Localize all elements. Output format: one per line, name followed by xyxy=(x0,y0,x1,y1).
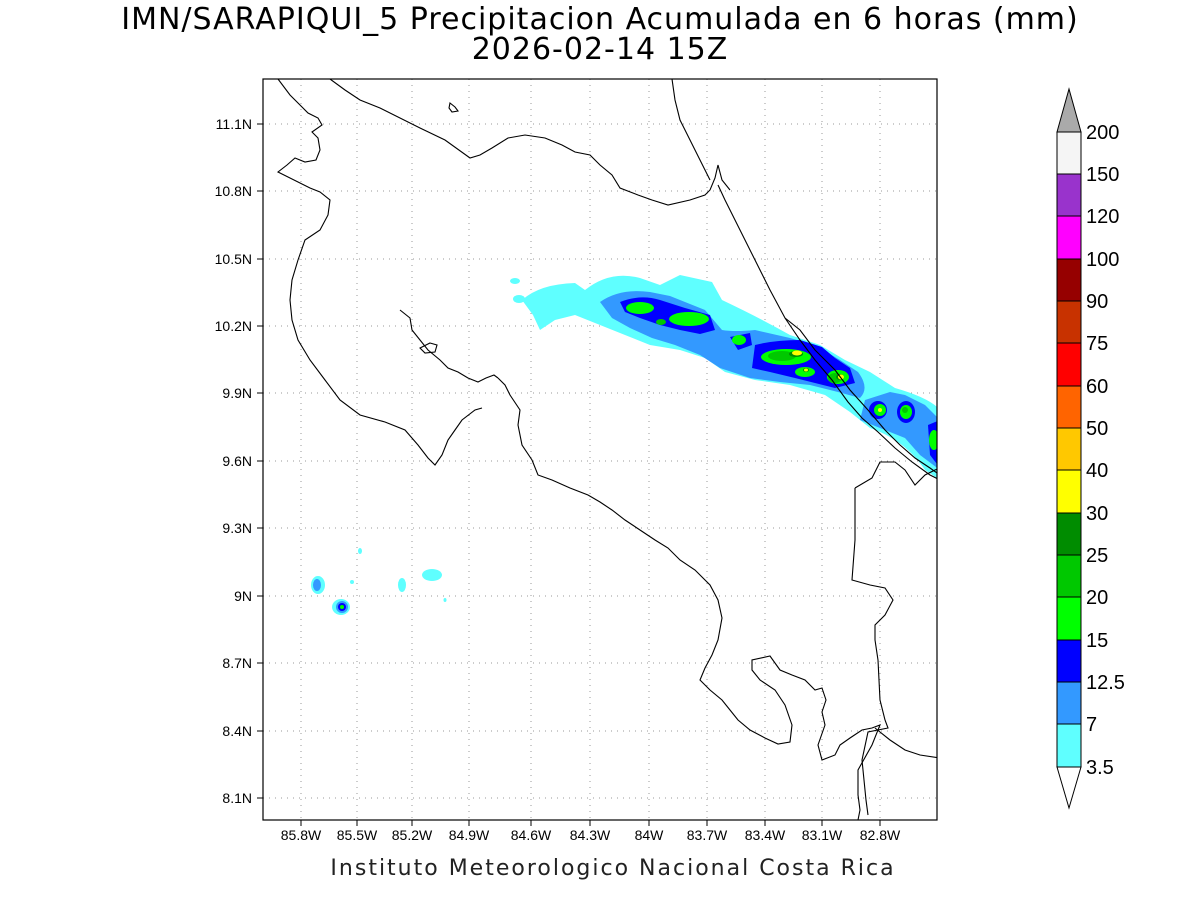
colorbar-label: 30 xyxy=(1086,503,1108,525)
colorbar-label: 150 xyxy=(1086,164,1119,186)
bocas-coast xyxy=(854,461,937,489)
map-title: IMN/SARAPIQUI_5 Precipitacion Acumulada … xyxy=(121,2,1079,37)
colorbar-label: 25 xyxy=(1086,545,1108,567)
lat-tick-label: 9.6N xyxy=(222,453,252,469)
nicaragua-coast-north xyxy=(276,79,483,466)
x-axis-labels: 85.8W 85.5W 85.2W 84.9W 84.6W 84.3W 84W … xyxy=(281,827,901,843)
lake-nicaragua xyxy=(329,79,731,206)
lon-tick-label: 84W xyxy=(635,827,665,843)
axis-ticks xyxy=(257,123,881,826)
colorbar-frame xyxy=(1056,131,1082,768)
colorbar-label: 40 xyxy=(1086,460,1108,482)
precip-band-7mm xyxy=(313,291,937,613)
lon-tick-label: 84.6W xyxy=(511,827,552,843)
colorbar-swatch xyxy=(1057,682,1081,724)
lon-tick-label: 85.5W xyxy=(337,827,378,843)
colorbar-swatch xyxy=(1057,132,1081,174)
lat-tick-label: 8.1N xyxy=(222,790,252,806)
colorbar-label: 90 xyxy=(1086,291,1108,313)
colorbar-swatch xyxy=(1057,343,1081,386)
colorbar: 3.5 7 12.5 15 20 25 30 40 50 60 75 90 10… xyxy=(1056,87,1125,810)
map-datetime: 2026-02-14 15Z xyxy=(471,32,729,67)
plot-frame xyxy=(262,78,938,821)
caribbean-coast xyxy=(717,184,937,480)
colorbar-swatch xyxy=(1057,428,1081,470)
colorbar-label: 12.5 xyxy=(1086,672,1125,694)
colorbar-swatch xyxy=(1057,724,1081,767)
lon-tick-label: 83.4W xyxy=(745,827,786,843)
colorbar-swatch xyxy=(1057,174,1081,216)
colorbar-swatch xyxy=(1057,216,1081,259)
colorbar-label: 100 xyxy=(1086,249,1119,271)
precip-band-15mm xyxy=(340,302,937,609)
colorbar-swatch xyxy=(1057,386,1081,428)
colorbar-label: 75 xyxy=(1086,333,1108,355)
lon-tick-label: 84.3W xyxy=(570,827,611,843)
lat-tick-label: 8.4N xyxy=(222,723,252,739)
lat-tick-label: 10.2N xyxy=(215,318,252,334)
nicaragua-caribbean-coast xyxy=(671,79,711,181)
colorbar-swatch xyxy=(1057,513,1081,555)
lat-tick-label: 11.1N xyxy=(216,116,252,132)
colorbar-swatch xyxy=(1057,301,1081,343)
lon-tick-label: 83.1W xyxy=(802,827,843,843)
panama-border xyxy=(851,488,894,816)
colorbar-swatch xyxy=(1057,470,1081,513)
lon-tick-label: 83.7W xyxy=(687,827,728,843)
lon-tick-label: 84.9W xyxy=(449,827,490,843)
pacific-coast-south xyxy=(497,377,881,820)
colorbar-label: 120 xyxy=(1086,206,1119,228)
lat-tick-label: 9.9N xyxy=(222,385,252,401)
lon-tick-label: 85.8W xyxy=(281,827,322,843)
colorbar-swatch xyxy=(1057,555,1081,597)
lat-tick-label: 9N xyxy=(234,588,252,604)
lat-tick-label: 9.3N xyxy=(222,520,252,536)
island xyxy=(448,102,459,113)
colorbar-label: 200 xyxy=(1086,122,1119,144)
lon-tick-label: 85.2W xyxy=(392,827,433,843)
lat-tick-label: 10.5N xyxy=(215,251,252,267)
colorbar-label: 50 xyxy=(1086,418,1108,440)
lon-tick-label: 82.8W xyxy=(860,827,901,843)
colorbar-label: 15 xyxy=(1086,630,1108,652)
precipitation-field xyxy=(311,275,937,615)
colorbar-swatch xyxy=(1057,259,1081,301)
colorbar-swatch xyxy=(1057,640,1081,682)
colorbar-label: 20 xyxy=(1086,587,1108,609)
nicoya-peninsula xyxy=(419,342,438,354)
osa-peninsula xyxy=(874,727,937,759)
colorbar-label: 60 xyxy=(1086,376,1108,398)
map-grid xyxy=(263,79,937,820)
lat-tick-label: 8.7N xyxy=(222,655,252,671)
colorbar-label: 7 xyxy=(1086,714,1097,736)
colorbar-bottom-arrow xyxy=(1056,766,1082,810)
footer-credit: Instituto Meteorologico Nacional Costa R… xyxy=(330,856,896,881)
border-line xyxy=(784,317,937,474)
coastlines xyxy=(276,79,937,820)
nicoya-gulf xyxy=(399,309,499,383)
colorbar-top-arrow xyxy=(1056,87,1082,133)
colorbar-swatch xyxy=(1057,597,1081,640)
y-axis-labels: 11.1N 10.8N 10.5N 10.2N 9.9N 9.6N 9.3N 9… xyxy=(215,116,252,806)
lat-tick-label: 10.8N xyxy=(215,183,252,199)
colorbar-label: 3.5 xyxy=(1086,757,1114,779)
